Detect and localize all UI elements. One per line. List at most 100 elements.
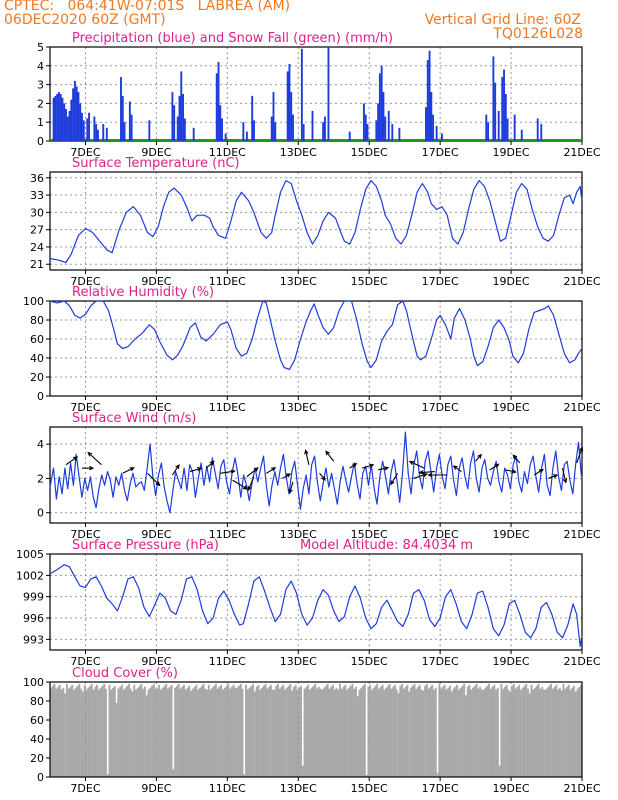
y-tick-label: 2: [37, 97, 44, 110]
wind-arrow: [533, 468, 544, 476]
cloud-bar: [324, 685, 327, 777]
press-frame: [49, 553, 583, 651]
cloud-bar: [209, 689, 212, 777]
cloud-bar: [177, 683, 180, 777]
wind-frame: [49, 426, 583, 524]
wind-arrow: [282, 473, 292, 479]
header-date: 06DEC2020 60Z (GMT): [4, 12, 166, 28]
cloud-bar: [449, 685, 451, 777]
cloud-bar: [425, 683, 428, 777]
precip-bar: [504, 94, 507, 141]
x-tick-label: 15DEC: [351, 528, 388, 541]
cloud-bar: [216, 688, 219, 777]
y-tick-label: 999: [23, 591, 44, 604]
cloud-bar: [264, 683, 267, 777]
precip-bar: [536, 118, 539, 141]
cloud-bar: [99, 687, 102, 777]
cloud-bar: [74, 687, 77, 777]
y-tick-label: 33: [30, 189, 44, 202]
cloud-bar: [113, 685, 116, 777]
wind-arrow: [319, 472, 326, 481]
precip-bar: [93, 116, 96, 141]
precip-bar: [176, 116, 179, 141]
cloud-bar: [509, 691, 512, 777]
cloud-bar: [560, 690, 563, 777]
precip-bar: [130, 114, 133, 141]
cloud-bar: [406, 684, 409, 777]
precip-bar: [300, 48, 303, 141]
wind-arrow: [489, 463, 500, 471]
precip-bar: [302, 124, 305, 141]
precip-bar: [192, 127, 195, 141]
x-tick-label: 15DEC: [351, 782, 388, 795]
cloud-bar: [397, 693, 400, 777]
temp-title: Surface Temperature (nC): [72, 156, 240, 171]
cloud-bar: [190, 690, 193, 777]
precip-bar: [290, 92, 293, 141]
cloud-title: Cloud Cover (%): [72, 666, 178, 681]
cloud-bar: [112, 687, 114, 777]
cloud-bar: [491, 686, 494, 777]
cloud-bar: [220, 684, 223, 777]
precip-bar: [95, 124, 98, 141]
cloud-bar: [356, 696, 359, 777]
wind-arrow: [427, 472, 448, 478]
precip-bar: [81, 112, 83, 141]
cloud-bar: [131, 691, 134, 777]
cloud-bar: [392, 686, 395, 777]
y-tick-label: 60: [30, 333, 44, 346]
cloud-bar: [165, 683, 168, 777]
press-annotation: Model Altitude: 84.4034 m: [300, 538, 473, 553]
cloud-bar: [422, 690, 425, 777]
cloud-bar: [464, 695, 467, 777]
y-tick-label: 20: [30, 752, 44, 765]
cloud-bar: [80, 688, 83, 777]
cloud-bar: [268, 686, 271, 777]
cloud-bar: [92, 689, 95, 777]
cloud-bar: [206, 689, 208, 777]
wind-arrow: [505, 469, 517, 474]
cloud-bar: [514, 688, 517, 777]
precip-bar: [311, 110, 314, 141]
cloud-bar: [71, 684, 74, 777]
cloud-bar: [388, 683, 391, 777]
cloud-bar: [275, 685, 278, 777]
x-tick-label: 17DEC: [422, 528, 459, 541]
precip-bar: [398, 127, 401, 141]
cloud-bar: [85, 689, 88, 777]
cloud-bar: [53, 683, 56, 777]
wind-arrow: [288, 481, 294, 495]
precip-bar: [221, 118, 224, 141]
cloud-frame: [49, 681, 583, 778]
cloud-bar: [234, 687, 237, 777]
cloud-bar: [429, 686, 432, 777]
cloud-bar: [532, 689, 535, 777]
precip-bar: [183, 118, 186, 141]
x-tick-label: 15DEC: [351, 275, 388, 288]
cloud-bar: [159, 689, 162, 777]
precip-bar: [362, 103, 365, 141]
precip-bar: [501, 77, 504, 141]
cloud-bar: [473, 685, 476, 777]
x-tick-label: 13DEC: [280, 528, 317, 541]
rh-series-line: [49, 300, 583, 370]
cloud-bar: [363, 683, 366, 777]
precip-bar: [503, 69, 505, 141]
cloud-bar: [230, 686, 233, 777]
cloud-bar: [133, 684, 136, 777]
cloud-bar: [250, 685, 253, 777]
cloud-bar: [64, 693, 67, 777]
y-tick-label: 100: [23, 676, 44, 689]
cloud-bar: [218, 686, 221, 777]
wind-arrow: [189, 467, 203, 473]
cloud-bar: [298, 687, 301, 777]
cloud-bar: [198, 687, 201, 777]
cloud-bar: [94, 686, 97, 777]
precip-bar: [123, 122, 126, 141]
wind-arrow: [266, 467, 277, 474]
cloud-bar: [122, 689, 125, 777]
cloud-bar: [179, 688, 182, 777]
cloud-bar: [167, 688, 169, 777]
x-tick-label: 11DEC: [209, 275, 246, 288]
